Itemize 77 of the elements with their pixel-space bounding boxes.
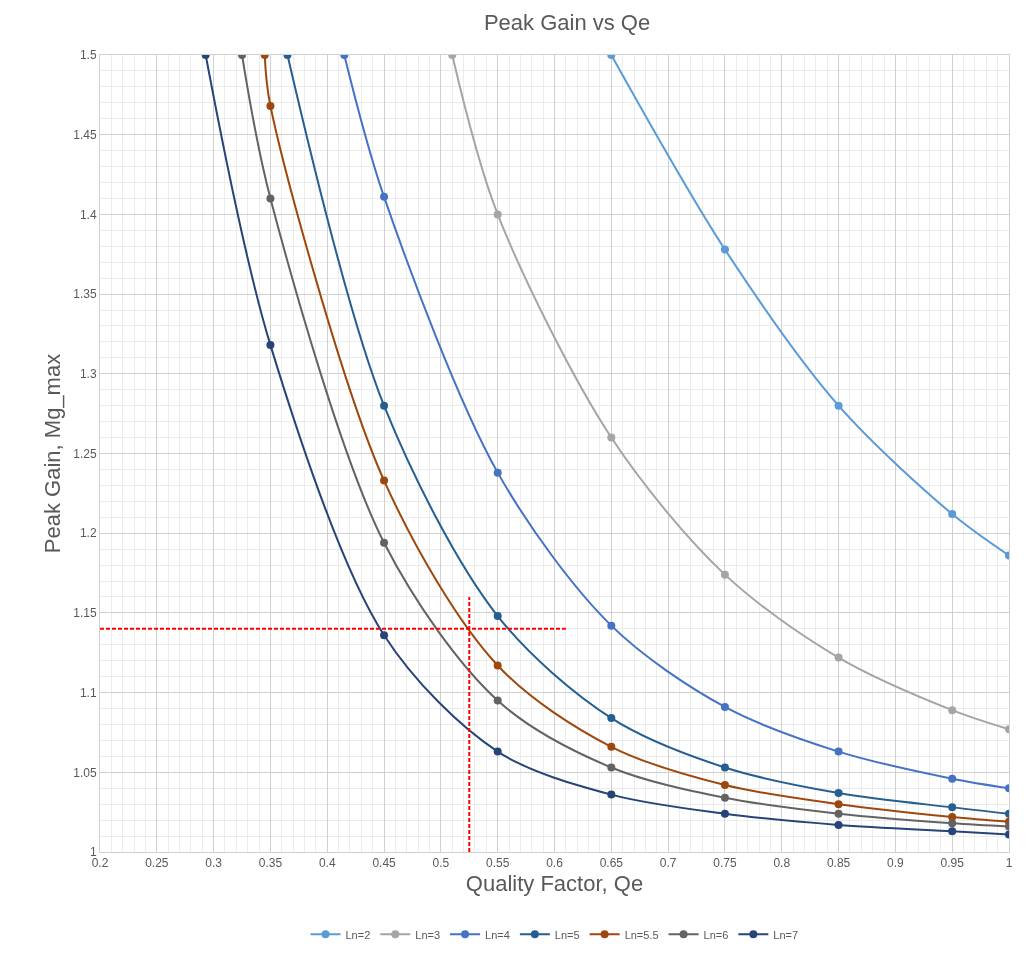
y-tick-label: 1.2 bbox=[79, 526, 97, 541]
point bbox=[380, 476, 389, 485]
point bbox=[948, 827, 957, 836]
point bbox=[266, 194, 275, 203]
point bbox=[720, 809, 729, 818]
point bbox=[607, 714, 616, 723]
legend-label: Ln=4 bbox=[485, 928, 510, 941]
x-tick-label: 0.6 bbox=[546, 856, 564, 871]
x-tick-label: 0.35 bbox=[258, 856, 283, 871]
point bbox=[493, 468, 502, 477]
point bbox=[266, 341, 275, 350]
legend-label: Ln=7 bbox=[773, 928, 799, 941]
point bbox=[607, 621, 616, 630]
x-tick-label: 0.75 bbox=[713, 856, 737, 871]
x-tick-label: 1 bbox=[1005, 856, 1013, 871]
x-tick-label: 0.3 bbox=[205, 856, 223, 871]
point bbox=[493, 210, 502, 219]
point bbox=[493, 696, 502, 705]
point bbox=[834, 653, 843, 662]
point bbox=[948, 819, 957, 828]
point bbox=[607, 763, 616, 772]
x-tick-label: 0.8 bbox=[773, 856, 791, 871]
point bbox=[720, 702, 729, 711]
legend-label: Ln=2 bbox=[345, 928, 371, 941]
y-axis-title: Peak Gain, Mg_max bbox=[40, 353, 66, 554]
x-axis-title: Quality Factor, Qe bbox=[465, 871, 644, 897]
legend-label: Ln=5 bbox=[554, 928, 580, 941]
y-tick-label: 1.15 bbox=[73, 606, 97, 621]
point bbox=[834, 809, 843, 818]
point bbox=[607, 790, 616, 799]
point bbox=[380, 192, 389, 201]
point bbox=[834, 800, 843, 809]
y-tick-label: 1.4 bbox=[79, 207, 97, 222]
x-tick-label: 0.55 bbox=[486, 856, 510, 871]
point bbox=[607, 742, 616, 751]
y-tick-label: 1.45 bbox=[73, 127, 97, 142]
y-tick-label: 1.3 bbox=[79, 367, 97, 381]
point bbox=[380, 538, 389, 547]
point bbox=[607, 433, 616, 442]
legend-label: Ln=6 bbox=[703, 928, 729, 941]
x-tick-label: 0.85 bbox=[826, 856, 851, 871]
x-tick-label: 0.45 bbox=[372, 856, 397, 871]
y-tick-label: 1.05 bbox=[73, 765, 97, 780]
x-tick-label: 0.65 bbox=[599, 856, 624, 871]
point bbox=[720, 781, 729, 790]
point bbox=[948, 706, 957, 715]
point bbox=[720, 245, 729, 254]
x-tick-label: 0.2 bbox=[91, 856, 109, 871]
chart-title: Peak Gain vs Qe bbox=[483, 9, 651, 35]
point bbox=[948, 803, 957, 812]
y-tick-label: 1.25 bbox=[73, 446, 97, 461]
y-tick-label: 1.35 bbox=[73, 287, 97, 302]
x-tick-label: 0.95 bbox=[940, 856, 965, 871]
point bbox=[493, 661, 502, 670]
point bbox=[834, 789, 843, 798]
point bbox=[380, 631, 389, 640]
x-tick-label: 0.7 bbox=[659, 856, 677, 871]
point bbox=[834, 401, 843, 410]
point bbox=[948, 510, 957, 519]
point bbox=[720, 570, 729, 579]
x-tick-label: 0.9 bbox=[887, 856, 905, 871]
x-tick-label: 0.25 bbox=[145, 856, 169, 871]
point bbox=[493, 612, 502, 621]
x-tick-label: 0.4 bbox=[318, 856, 336, 871]
point bbox=[720, 793, 729, 802]
point bbox=[834, 747, 843, 756]
y-tick-label: 1.5 bbox=[79, 48, 97, 63]
point bbox=[493, 747, 502, 756]
point bbox=[266, 102, 275, 111]
point bbox=[380, 401, 389, 410]
x-tick-label: 0.5 bbox=[432, 856, 450, 871]
legend-label: Ln=3 bbox=[415, 928, 441, 941]
point bbox=[720, 763, 729, 772]
point bbox=[948, 774, 957, 783]
legend-label: Ln=5.5 bbox=[624, 928, 659, 941]
y-tick-label: 1.1 bbox=[79, 685, 97, 700]
point bbox=[834, 820, 843, 829]
